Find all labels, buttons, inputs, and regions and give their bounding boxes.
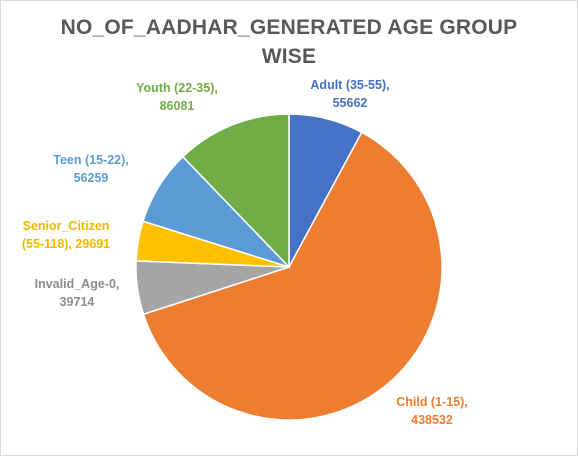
- data-label-teen-15-22: Teen (15-22), 56259: [53, 153, 129, 185]
- data-label-adult-35-55: Adult (35-55), 55662: [310, 78, 389, 110]
- data-label-invalid-age-0: Invalid_Age-0, 39714: [35, 277, 120, 309]
- chart-title-line-2: WISE: [261, 45, 317, 68]
- data-label-senior-citizen-55-118: Senior_Citizen (55-118), 29691: [22, 219, 110, 251]
- pie-slice-youth-22-35: [181, 113, 290, 269]
- pie-slice-child-1-15: [142, 131, 443, 421]
- data-label-youth-22-35: Youth (22-35), 86081: [136, 81, 218, 113]
- data-label-child-1-15: Child (1-15), 438532: [396, 395, 468, 427]
- chart-title-line-1: NO_OF_AADHAR_GENERATED AGE GROUP: [60, 16, 518, 39]
